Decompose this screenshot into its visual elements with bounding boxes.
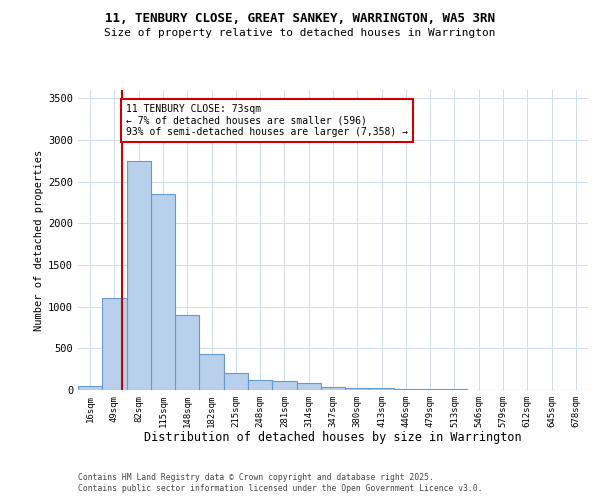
Bar [418,389,442,390]
Bar [102,298,127,390]
Bar [370,388,394,390]
Bar [321,386,345,390]
Bar [199,354,224,390]
Bar [224,374,248,390]
Bar [151,194,175,390]
X-axis label: Distribution of detached houses by size in Warrington: Distribution of detached houses by size … [144,432,522,444]
Bar [345,388,370,390]
Bar [175,315,199,390]
Bar [272,381,296,390]
Text: Contains HM Land Registry data © Crown copyright and database right 2025.: Contains HM Land Registry data © Crown c… [78,472,434,482]
Bar [127,161,151,390]
Y-axis label: Number of detached properties: Number of detached properties [34,150,44,330]
Text: 11, TENBURY CLOSE, GREAT SANKEY, WARRINGTON, WA5 3RN: 11, TENBURY CLOSE, GREAT SANKEY, WARRING… [105,12,495,26]
Bar [394,389,418,390]
Bar [248,380,272,390]
Bar [78,386,102,390]
Text: Size of property relative to detached houses in Warrington: Size of property relative to detached ho… [104,28,496,38]
Text: 11 TENBURY CLOSE: 73sqm
← 7% of detached houses are smaller (596)
93% of semi-de: 11 TENBURY CLOSE: 73sqm ← 7% of detached… [126,104,408,138]
Bar [296,384,321,390]
Text: Contains public sector information licensed under the Open Government Licence v3: Contains public sector information licen… [78,484,482,493]
